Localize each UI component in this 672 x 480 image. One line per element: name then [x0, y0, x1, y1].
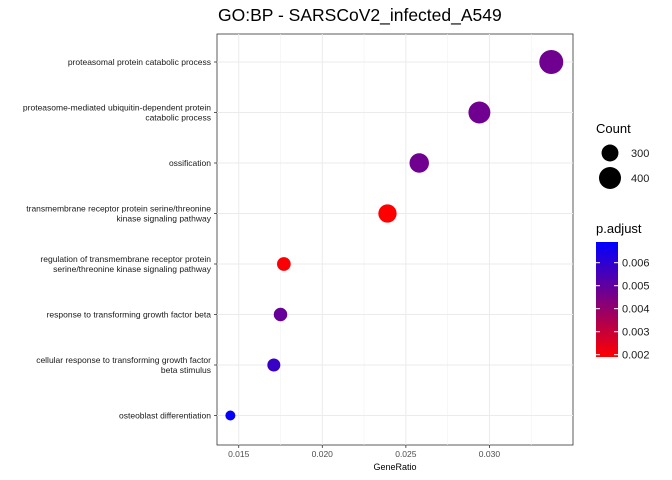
color-bar-label: 0.002	[622, 350, 650, 362]
data-point	[225, 410, 236, 421]
color-bar-label: 0.005	[622, 281, 650, 293]
x-axis-title: GeneRatio	[373, 462, 416, 472]
x-axis-ticks: 0.015 0.020 0.025 0.030	[228, 445, 500, 459]
p-adjust-legend: p.adjust 0.006 0.005 0.004 0.003 0.002	[596, 221, 650, 362]
category-label: ossification	[169, 158, 211, 168]
x-tick-label: 0.020	[312, 449, 334, 459]
category-label: cellular response to transforming growth…	[36, 355, 211, 365]
category-label: osteoblast differentiation	[119, 411, 211, 421]
category-label: transmembrane receptor protein serine/th…	[26, 204, 211, 214]
count-legend: Count 300 400	[596, 121, 649, 190]
p-adjust-legend-title: p.adjust	[596, 221, 642, 236]
count-legend-title: Count	[596, 121, 631, 136]
data-point	[273, 307, 288, 322]
data-point	[277, 257, 291, 271]
x-tick-label: 0.015	[228, 449, 250, 459]
chart-title: GO:BP - SARSCoV2_infected_A549	[218, 5, 502, 26]
data-point	[378, 204, 397, 223]
category-label: kinase signaling pathway	[116, 214, 211, 224]
category-label: proteasomal protein catabolic process	[68, 57, 211, 67]
category-label: regulation of transmembrane receptor pro…	[40, 254, 211, 264]
category-labels: proteasomal protein catabolic process pro…	[23, 57, 217, 421]
data-point	[409, 153, 429, 173]
plot-panel	[216, 33, 574, 446]
x-tick-label: 0.030	[479, 449, 501, 459]
category-label: response to transforming growth factor b…	[47, 310, 212, 320]
count-legend-label: 300	[631, 148, 649, 160]
count-legend-key	[598, 166, 622, 190]
color-bar-label: 0.004	[622, 304, 650, 316]
x-tick-label: 0.025	[395, 449, 417, 459]
data-point	[267, 358, 281, 372]
category-label: beta stimulus	[161, 365, 211, 375]
color-bar-label: 0.006	[622, 258, 650, 270]
data-points	[225, 50, 564, 421]
category-label: serine/threonine kinase signaling pathwa…	[53, 264, 212, 274]
data-point	[468, 101, 491, 124]
grid-lines	[217, 34, 573, 445]
color-bar-label: 0.003	[622, 327, 650, 339]
count-legend-label: 400	[631, 173, 649, 185]
category-label: proteasome-mediated ubiquitin-dependent …	[23, 103, 211, 113]
category-label: catabolic process	[145, 113, 211, 123]
count-legend-key	[601, 144, 619, 162]
p-adjust-color-bar	[596, 242, 618, 357]
data-point	[539, 50, 564, 74]
